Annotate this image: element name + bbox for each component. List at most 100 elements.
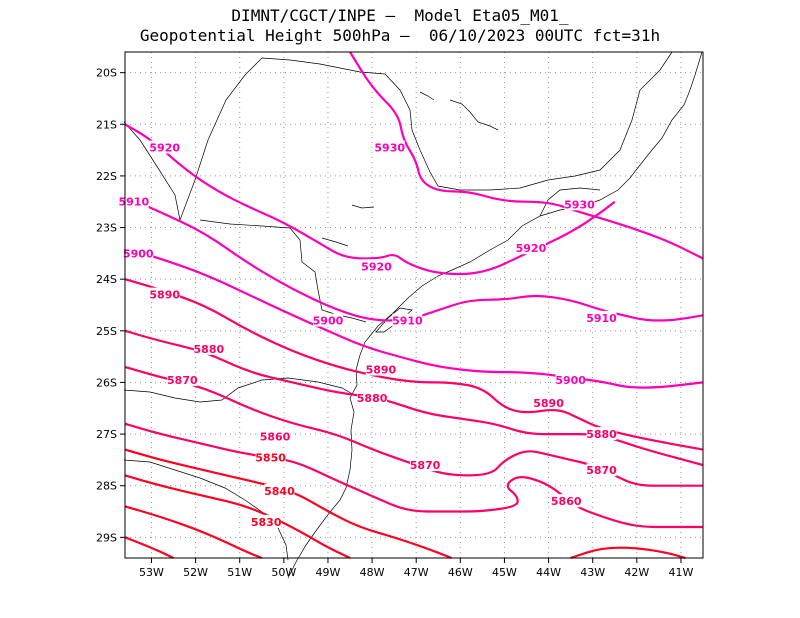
contour-label: 5840 bbox=[264, 485, 295, 498]
contour-label: 5910 bbox=[119, 196, 150, 209]
state-boundary bbox=[123, 121, 181, 221]
lat-tick-label: 27S bbox=[96, 428, 117, 441]
lon-tick-label: 52W bbox=[183, 566, 208, 579]
contour-label-background bbox=[167, 372, 198, 386]
contour-label-background bbox=[515, 241, 546, 255]
contour-label: 5900 bbox=[555, 374, 586, 387]
map-frame bbox=[124, 51, 704, 559]
chart-title-line-2: Geopotential Height 500hPa – 06/10/2023 … bbox=[139, 26, 661, 45]
contour-line-5830 bbox=[124, 505, 263, 560]
contour-label: 5920 bbox=[149, 142, 180, 155]
contour-label: 5870 bbox=[167, 374, 198, 387]
contour-label: 5830 bbox=[251, 516, 282, 529]
lat-tick-label: 24S bbox=[96, 273, 117, 286]
contour-label-background bbox=[193, 341, 224, 355]
reservoir bbox=[449, 99, 499, 131]
contour-line-5830 bbox=[570, 546, 686, 560]
contour-line-5910 bbox=[124, 195, 704, 322]
contour-label-background bbox=[361, 259, 392, 273]
contour-label-background bbox=[118, 194, 149, 208]
lon-tick-label: 49W bbox=[316, 566, 341, 579]
contour-label: 5890 bbox=[366, 364, 397, 377]
contour-label: 5880 bbox=[194, 343, 225, 356]
reservoir bbox=[419, 91, 435, 101]
contour-line-5850 bbox=[124, 448, 452, 560]
contour-label-background bbox=[410, 458, 441, 472]
state-boundary bbox=[261, 51, 673, 191]
contour-label-background bbox=[533, 396, 564, 410]
state-boundary bbox=[123, 459, 289, 561]
lon-tick-label: 44W bbox=[536, 566, 561, 579]
reservoir bbox=[321, 237, 349, 247]
contour-label-background bbox=[392, 313, 423, 327]
contour-label-background bbox=[564, 197, 595, 211]
contour-label-background bbox=[357, 390, 388, 404]
contour-label: 5930 bbox=[374, 142, 405, 155]
contour-label-background bbox=[149, 140, 180, 154]
contour-labels: 5930 5930 5920 5920 5920 5910 5910 5910 5900 5900… bbox=[118, 140, 617, 529]
contour-label: 5900 bbox=[313, 314, 344, 327]
lon-tick-label: 47W bbox=[404, 566, 429, 579]
lat-tick-label: 23S bbox=[96, 222, 117, 235]
contour-line-5900 bbox=[124, 247, 704, 389]
contour-label-background bbox=[264, 483, 295, 497]
lat-tick-label: 28S bbox=[96, 480, 117, 493]
contour-line-5820 bbox=[124, 536, 174, 559]
lon-tick-label: 48W bbox=[360, 566, 385, 579]
lon-tick-label: 51W bbox=[227, 566, 252, 579]
contour-label: 5870 bbox=[410, 459, 441, 472]
lat-tick-label: 22S bbox=[96, 170, 117, 183]
contour-label-background bbox=[586, 310, 617, 324]
contour-label-background bbox=[365, 362, 396, 376]
contour-label: 5860 bbox=[551, 495, 582, 508]
contour-label-background bbox=[260, 429, 291, 443]
lon-tick-label: 45W bbox=[492, 566, 517, 579]
coastline bbox=[287, 51, 703, 579]
lon-tick-label: 43W bbox=[580, 566, 605, 579]
contour-label-background bbox=[555, 372, 586, 386]
height-contours bbox=[124, 51, 704, 560]
lon-tick-label: 46W bbox=[448, 566, 473, 579]
contour-label: 5930 bbox=[564, 198, 595, 211]
lon-tick-label: 42W bbox=[624, 566, 649, 579]
lon-tick-label: 50W bbox=[271, 566, 296, 579]
state-boundary bbox=[123, 377, 357, 403]
contour-label-background bbox=[123, 246, 154, 260]
contour-label: 5910 bbox=[392, 314, 423, 327]
contour-label-background bbox=[374, 140, 405, 154]
axis-ticks: 53W 52W 51W 50W 49W 48W 47W 46W 45W 44W 43W 42W 41W 2… bbox=[96, 67, 693, 579]
reservoir bbox=[351, 204, 375, 209]
contour-label: 5890 bbox=[149, 289, 180, 302]
lon-tick-label: 53W bbox=[139, 566, 164, 579]
contour-label-background bbox=[586, 427, 617, 441]
contour-line-5890 bbox=[124, 278, 704, 451]
lat-tick-label: 21S bbox=[96, 118, 117, 131]
contour-label: 5880 bbox=[357, 392, 388, 405]
contour-label-background bbox=[251, 514, 282, 528]
contour-line-5930 bbox=[349, 51, 704, 260]
island bbox=[375, 307, 413, 333]
chart-title-line-1: DIMNT/CGCT/INPE – Model Eta05_M01_ bbox=[231, 6, 569, 25]
contour-label-background bbox=[586, 463, 617, 477]
contour-label: 5880 bbox=[586, 428, 617, 441]
contour-label-background bbox=[312, 313, 343, 327]
lat-tick-label: 25S bbox=[96, 325, 117, 338]
lat-tick-label: 29S bbox=[96, 531, 117, 544]
state-boundary bbox=[199, 219, 367, 323]
contour-line-5840 bbox=[124, 474, 351, 559]
state-boundary bbox=[539, 187, 601, 217]
contour-label: 5910 bbox=[586, 312, 617, 325]
lat-tick-label: 20S bbox=[96, 67, 117, 80]
contour-label: 5900 bbox=[123, 247, 154, 260]
contour-label: 5890 bbox=[533, 397, 564, 410]
contour-label: 5920 bbox=[516, 242, 547, 255]
contour-label-background bbox=[255, 450, 286, 464]
contour-label: 5860 bbox=[260, 431, 291, 444]
lat-tick-label: 26S bbox=[96, 376, 117, 389]
graticule-grid bbox=[125, 52, 703, 558]
contour-label: 5920 bbox=[361, 260, 392, 273]
lon-tick-label: 41W bbox=[669, 566, 694, 579]
contour-label-background bbox=[551, 494, 582, 508]
contour-label: 5850 bbox=[255, 451, 286, 464]
